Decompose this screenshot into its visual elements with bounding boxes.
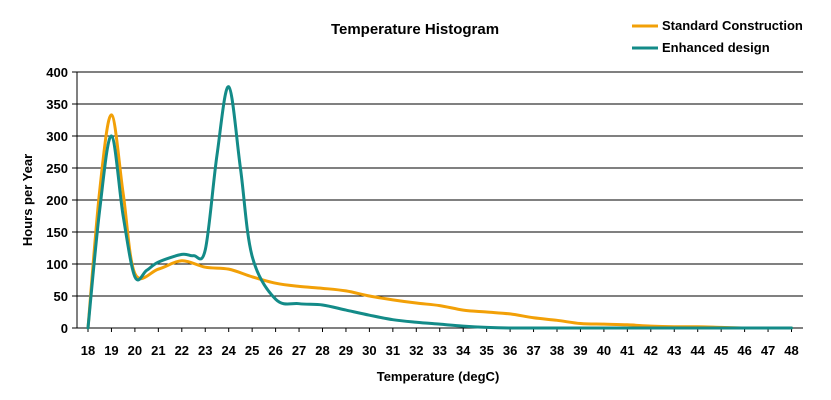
x-tick-label-37: 37 — [526, 343, 540, 358]
series-lines — [86, 85, 793, 330]
x-tick-label-47: 47 — [761, 343, 775, 358]
x-tick-label-31: 31 — [386, 343, 400, 358]
x-tick-label-20: 20 — [128, 343, 142, 358]
y-tick-label-350: 350 — [46, 97, 68, 112]
x-tick-label-44: 44 — [690, 343, 705, 358]
legend-label-enhanced-design: Enhanced design — [662, 40, 770, 55]
x-tick-label-42: 42 — [644, 343, 658, 358]
y-tick-label-300: 300 — [46, 129, 68, 144]
x-tick-label-29: 29 — [339, 343, 353, 358]
x-tick-label-19: 19 — [104, 343, 118, 358]
x-tick-label-21: 21 — [151, 343, 165, 358]
x-tick-label-36: 36 — [503, 343, 517, 358]
x-tick-label-28: 28 — [315, 343, 329, 358]
x-tick-label-48: 48 — [784, 343, 798, 358]
y-tick-label-250: 250 — [46, 161, 68, 176]
x-tick-label-33: 33 — [433, 343, 447, 358]
y-tick-label-150: 150 — [46, 225, 68, 240]
y-tick-label-0: 0 — [61, 321, 68, 336]
x-tick-label-38: 38 — [550, 343, 564, 358]
legend: Standard Construction Enhanced design — [632, 18, 803, 55]
x-tick-label-22: 22 — [175, 343, 189, 358]
x-tick-label-45: 45 — [714, 343, 728, 358]
x-tick-label-25: 25 — [245, 343, 259, 358]
legend-label-standard-construction: Standard Construction — [662, 18, 803, 33]
y-axis-ticks: 0 50 100 150 200 250 300 350 400 — [46, 65, 77, 336]
x-tick-label-46: 46 — [737, 343, 751, 358]
x-tick-label-35: 35 — [479, 343, 493, 358]
y-tick-label-100: 100 — [46, 257, 68, 272]
series-line-standard-construction — [86, 113, 793, 330]
x-tick-label-24: 24 — [221, 343, 236, 358]
x-tick-label-30: 30 — [362, 343, 376, 358]
y-tick-label-50: 50 — [54, 289, 68, 304]
x-tick-label-26: 26 — [268, 343, 282, 358]
x-tick-label-27: 27 — [292, 343, 306, 358]
y-tick-label-400: 400 — [46, 65, 68, 80]
x-tick-label-34: 34 — [456, 343, 471, 358]
x-tick-label-40: 40 — [597, 343, 611, 358]
x-tick-label-32: 32 — [409, 343, 423, 358]
x-tick-label-23: 23 — [198, 343, 212, 358]
x-tick-label-41: 41 — [620, 343, 634, 358]
chart-title: Temperature Histogram — [331, 21, 499, 38]
y-tick-label-200: 200 — [46, 193, 68, 208]
x-axis-title: Temperature (degC) — [377, 369, 500, 384]
series-line-enhanced-design — [86, 85, 793, 330]
x-tick-label-43: 43 — [667, 343, 681, 358]
x-tick-label-18: 18 — [81, 343, 95, 358]
x-tick-label-39: 39 — [573, 343, 587, 358]
x-axis-ticks: 18 19 20 21 22 23 24 25 26 27 28 29 30 31 32 33 34 35 36 37… — [81, 328, 799, 358]
y-axis-title: Hours per Year — [20, 154, 35, 246]
